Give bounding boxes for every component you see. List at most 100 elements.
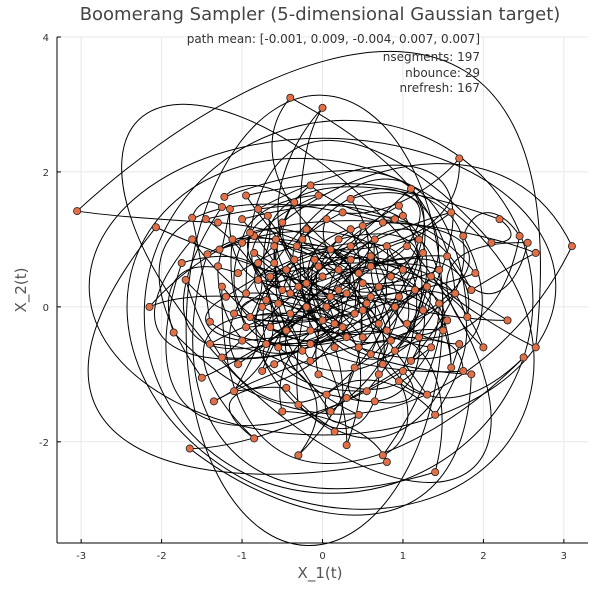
event-point [394,201,403,210]
event-point [423,282,432,291]
event-point [447,208,456,217]
path-segment [342,158,460,214]
path-segment [370,258,470,318]
event-point [302,225,311,234]
path-segment [203,314,323,439]
path-segment [277,107,363,311]
event-point [358,306,367,315]
event-point [487,238,496,247]
event-point [338,208,347,217]
path-segment [182,206,335,350]
path-segment [462,212,521,237]
event-point [370,397,379,406]
event-point [215,245,224,254]
event-point [330,319,339,328]
event-point [342,289,351,298]
path-loop [126,157,535,510]
event-point [306,356,315,365]
path-segment [338,233,419,298]
path-segment [370,266,432,304]
event-point [302,279,311,288]
path-loop [121,103,492,483]
x-tick-label: 1 [400,551,406,562]
event-point [451,289,460,298]
path-segment [207,220,536,255]
path-loop [185,94,444,547]
event-point [225,205,234,214]
x-tick-label: 2 [480,551,486,562]
event-point [220,192,229,201]
path-segment [209,343,318,456]
event-point [326,407,335,416]
event-point [263,211,272,220]
event-point [374,282,383,291]
event-point [286,309,295,318]
event-point [217,282,226,291]
event-point [310,255,319,264]
event-point [467,285,476,294]
event-point [234,269,243,278]
path-segment [390,286,431,342]
event-point [515,232,524,241]
event-point [73,207,82,216]
event-point [209,397,218,406]
event-point [415,333,424,342]
path-segment [76,50,541,348]
event-point [177,259,186,268]
event-point [531,248,540,257]
event-point [292,242,301,251]
event-point [334,285,343,294]
event-point [358,221,367,230]
event-point [402,319,411,328]
event-point [402,242,411,251]
event-point [390,346,399,355]
event-point [523,238,532,247]
event-point [366,350,375,359]
path-segment [374,370,414,404]
y-axis-label: X_2(t) [12,268,31,313]
path-segment [233,289,343,392]
event-point [254,259,263,268]
event-point [242,323,251,332]
event-point [378,451,387,460]
path-segment [255,259,335,433]
event-point [298,235,307,244]
event-point [406,356,415,365]
path-segment [324,394,359,423]
event-point [270,360,279,369]
event-point [455,339,464,348]
event-point [258,302,267,311]
y-tick-label: 4 [43,33,49,44]
event-point [278,285,287,294]
event-point [205,339,214,348]
path-segment [223,185,295,203]
event-point [358,333,367,342]
path-segment [382,222,470,325]
path-segment [253,252,319,362]
event-point [334,235,343,244]
x-tick-label: -3 [76,551,86,562]
event-point [326,245,335,254]
event-point [188,235,197,244]
event-point [427,272,436,281]
event-point [318,103,327,112]
event-point [435,265,444,274]
event-point [181,275,190,284]
path-segment [192,254,436,490]
path-segment [296,158,460,251]
path-segment [191,217,211,322]
event-point [151,223,160,232]
event-point [228,235,237,244]
event-point [455,154,464,163]
event-point [282,326,291,335]
event-point [314,262,323,271]
event-point [531,343,540,352]
event-point [378,360,387,369]
event-point [519,353,528,362]
path-segment [273,330,443,473]
event-point [370,235,379,244]
grid-lines [57,36,588,543]
path-segment [245,139,492,294]
event-point [382,458,391,467]
path-segment [265,299,303,351]
